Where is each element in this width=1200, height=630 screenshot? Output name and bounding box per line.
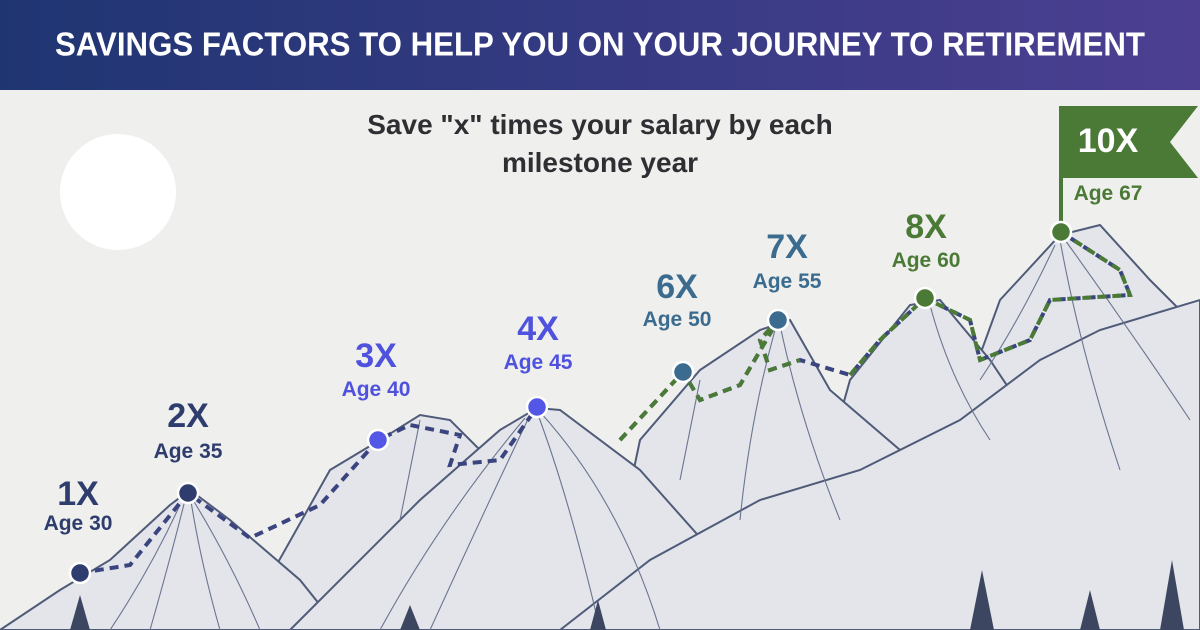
milestone-age: Age 30 <box>44 512 113 535</box>
header-bar <box>0 0 1200 90</box>
sun <box>60 134 176 250</box>
mountains <box>0 223 1200 630</box>
milestone-dot <box>525 395 549 419</box>
milestone-factor: 2X <box>167 397 209 435</box>
milestone-dot <box>913 286 937 310</box>
milestone-dot <box>366 428 390 452</box>
milestone-age: Age 45 <box>504 351 573 374</box>
milestone-dot <box>176 481 200 505</box>
milestone-factor: 7X <box>766 228 808 266</box>
milestone-factor: 6X <box>656 268 698 306</box>
flag <box>1062 106 1198 178</box>
milestone-age: Age 35 <box>154 440 223 463</box>
milestone-dot <box>766 308 790 332</box>
milestone-age: Age 55 <box>753 270 822 293</box>
milestone-age: Age 40 <box>342 378 411 401</box>
milestone-dot <box>68 561 92 585</box>
milestone-factor: 4X <box>517 310 559 348</box>
milestone-factor: 8X <box>905 208 947 246</box>
milestone-dot <box>1049 220 1073 244</box>
milestone-factor: 1X <box>57 475 99 513</box>
milestone-factor: 10X <box>1078 122 1139 160</box>
milestone-dot <box>671 360 695 384</box>
header-title: SAVINGS FACTORS TO HELP YOU ON YOUR JOUR… <box>55 26 1145 63</box>
milestone-age: Age 50 <box>643 308 712 331</box>
subtitle: Save "x" times your salary by each miles… <box>367 109 833 178</box>
milestone-age: Age 67 <box>1074 182 1143 205</box>
milestone-factor: 3X <box>355 337 397 375</box>
milestone-age: Age 60 <box>892 249 961 272</box>
